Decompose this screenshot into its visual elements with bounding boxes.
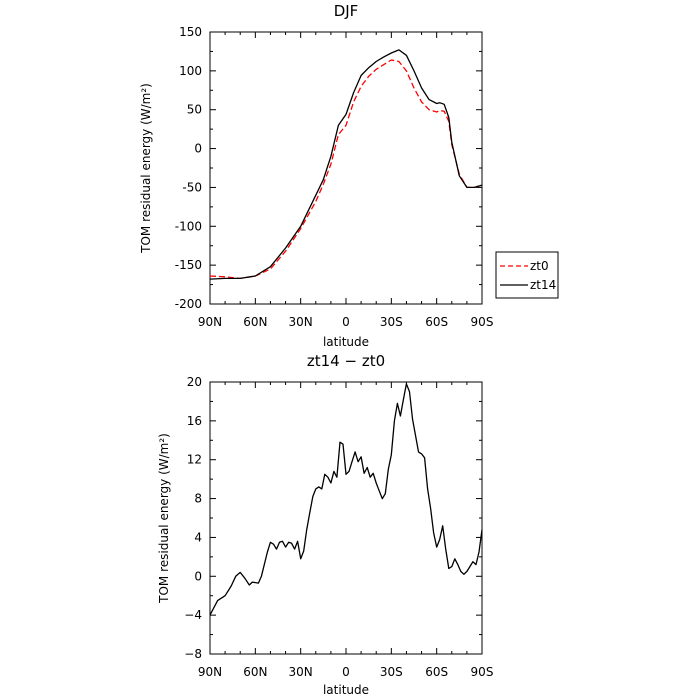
top-x-tick-label: 30S	[380, 315, 403, 329]
bottom-plot-frame	[209, 381, 483, 655]
bottom-y-tick-label: 20	[187, 375, 202, 389]
top-y-tick-label: 50	[187, 103, 202, 117]
bottom-x-axis-label: latitude	[323, 683, 369, 697]
top-plot-frame	[209, 31, 483, 305]
legend-frame	[495, 251, 559, 299]
bottom-y-tick-label: 4	[194, 530, 202, 544]
bottom-panel-title: zt14 − zt0	[307, 352, 385, 370]
top-y-tick-label: 150	[179, 25, 202, 39]
bottom-x-tick-label: 30S	[380, 665, 403, 679]
top-x-tick-label: 90S	[471, 315, 494, 329]
legend: zt0 zt14	[495, 251, 559, 299]
bottom-y-axis-label: TOM residual energy (W/m²)	[157, 433, 171, 604]
top-y-tick-label: -100	[175, 219, 202, 233]
bottom-y-tick-label: −8	[184, 647, 202, 661]
top-x-axis-label: latitude	[323, 335, 369, 349]
bottom-y-tick-label: 0	[194, 569, 202, 583]
top-x-tick-label: 90N	[198, 315, 222, 329]
top-panel-title: DJF	[334, 2, 359, 20]
bottom-x-tick-label: 90N	[198, 665, 222, 679]
top-series-line-zt0	[209, 59, 483, 280]
bottom-y-tick-label: 16	[187, 414, 202, 428]
top-y-tick-label: 100	[179, 64, 202, 78]
bottom-panel: zt14 − zt0 90N 60N 30N 0 30S 60S 90S −8 −4 0 4 8 12 1…	[157, 352, 493, 697]
bottom-x-tick-label: 0	[342, 665, 350, 679]
bottom-y-tick-label: 12	[187, 453, 202, 467]
bottom-x-tick-label: 60N	[243, 665, 267, 679]
top-y-tick-label: 0	[194, 142, 202, 156]
top-x-tick-label: 60S	[425, 315, 448, 329]
bottom-series-line-series-0	[209, 383, 483, 616]
bottom-x-tick-label: 90S	[471, 665, 494, 679]
top-y-tick-label: -200	[175, 297, 202, 311]
top-panel: DJF 90N 60N 30N 0 30S 60S 90S -200 -150 -100 -50 0 5…	[139, 2, 493, 349]
top-x-tick-label: 0	[342, 315, 350, 329]
top-x-tick-label: 60N	[243, 315, 267, 329]
top-y-axis-label: TOM residual energy (W/m²)	[139, 83, 153, 254]
top-y-tick-label: -50	[182, 180, 202, 194]
top-x-tick-label: 30N	[289, 315, 313, 329]
legend-label-zt0: zt0	[530, 259, 549, 273]
top-series-line-zt14	[209, 49, 483, 280]
top-y-tick-label: -150	[175, 258, 202, 272]
legend-label-zt14: zt14	[530, 278, 556, 292]
bottom-y-tick-label: −4	[184, 608, 202, 622]
bottom-y-tick-label: 8	[194, 492, 202, 506]
bottom-x-tick-label: 60S	[425, 665, 448, 679]
bottom-x-tick-label: 30N	[289, 665, 313, 679]
